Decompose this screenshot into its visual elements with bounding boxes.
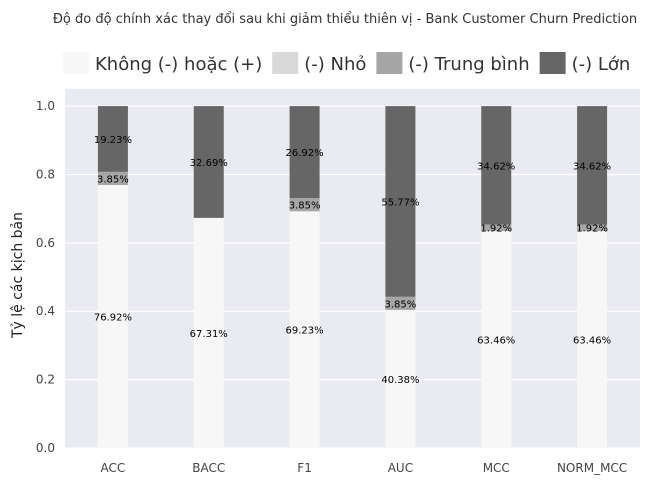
data-label: 34.62% [477, 161, 515, 172]
bar-segment [97, 185, 128, 449]
data-label: 32.69% [190, 158, 228, 169]
bar-segment [577, 224, 608, 232]
data-label: 69.23% [286, 326, 324, 337]
data-label: 34.62% [573, 161, 611, 172]
bar-segment [385, 106, 416, 297]
y-axis-label: Tỷ lệ các kịch bản [10, 212, 26, 339]
grid [65, 105, 640, 449]
legend-swatch [376, 52, 403, 74]
legend-label: (-) Trung bình [408, 54, 529, 75]
y-tick-label: 0.8 [36, 167, 55, 181]
bar-segment [193, 106, 224, 218]
bar-segment [97, 171, 128, 186]
x-tick-label: NORM_MCC [557, 461, 627, 475]
bar-segment [289, 211, 320, 448]
bar-segment [481, 106, 512, 225]
bar-segment [289, 106, 320, 199]
y-tick-label: 0.0 [36, 441, 55, 455]
data-label: 1.92% [480, 224, 512, 235]
y-tick-label: 0.6 [36, 236, 55, 250]
data-label: 3.85% [385, 299, 417, 310]
bar-segment [385, 296, 416, 310]
data-label: 55.77% [381, 197, 419, 208]
bar-segment [577, 106, 608, 225]
bars: 76.92% 3.85% 19.23% 67.31% 32.69% 69.23% 3.85%… [94, 106, 611, 449]
data-label: 3.85% [97, 174, 129, 185]
legend-swatch [63, 52, 89, 74]
chart-title: Độ đo độ chính xác thay đổi sau khi giảm… [53, 12, 637, 27]
bar-segment [193, 217, 224, 448]
data-label: 67.31% [190, 329, 228, 340]
bar-segment [289, 198, 320, 212]
y-tick-label: 1.0 [36, 99, 55, 113]
data-label: 63.46% [573, 336, 611, 347]
x-axis: ACC BACC F1 AUC MCC NORM_MCC [101, 461, 628, 475]
legend-label: (-) Nhỏ [304, 54, 366, 75]
data-label: 19.23% [94, 135, 132, 146]
data-label: 40.38% [381, 375, 419, 386]
data-label: 26.92% [286, 148, 324, 159]
data-label: 1.92% [576, 224, 608, 235]
y-tick-label: 0.4 [36, 304, 55, 318]
data-label: 63.46% [477, 336, 515, 347]
legend-label: (-) Lớn [572, 54, 631, 75]
y-tick-label: 0.2 [36, 373, 55, 387]
plot-area [65, 89, 640, 448]
data-label: 76.92% [94, 313, 132, 324]
x-tick-label: ACC [101, 461, 126, 475]
x-tick-label: F1 [297, 461, 312, 475]
legend-label: Không (-) hoặc (+) [95, 54, 262, 75]
legend-swatch [272, 52, 299, 74]
legend: Không (-) hoặc (+) (-) Nhỏ (-) Trung bình (… [63, 52, 630, 75]
bar-segment [481, 231, 512, 448]
data-label: 3.85% [289, 201, 321, 212]
bar-segment [577, 231, 608, 448]
legend-swatch [539, 52, 566, 74]
x-tick-label: AUC [388, 461, 413, 475]
bar-segment [385, 309, 416, 448]
bar-segment [481, 224, 512, 232]
x-tick-label: MCC [483, 461, 510, 475]
bar-segment [97, 106, 128, 172]
y-axis: 0.0 0.2 0.4 0.6 0.8 1.0 [36, 99, 55, 455]
x-tick-label: BACC [192, 461, 225, 475]
